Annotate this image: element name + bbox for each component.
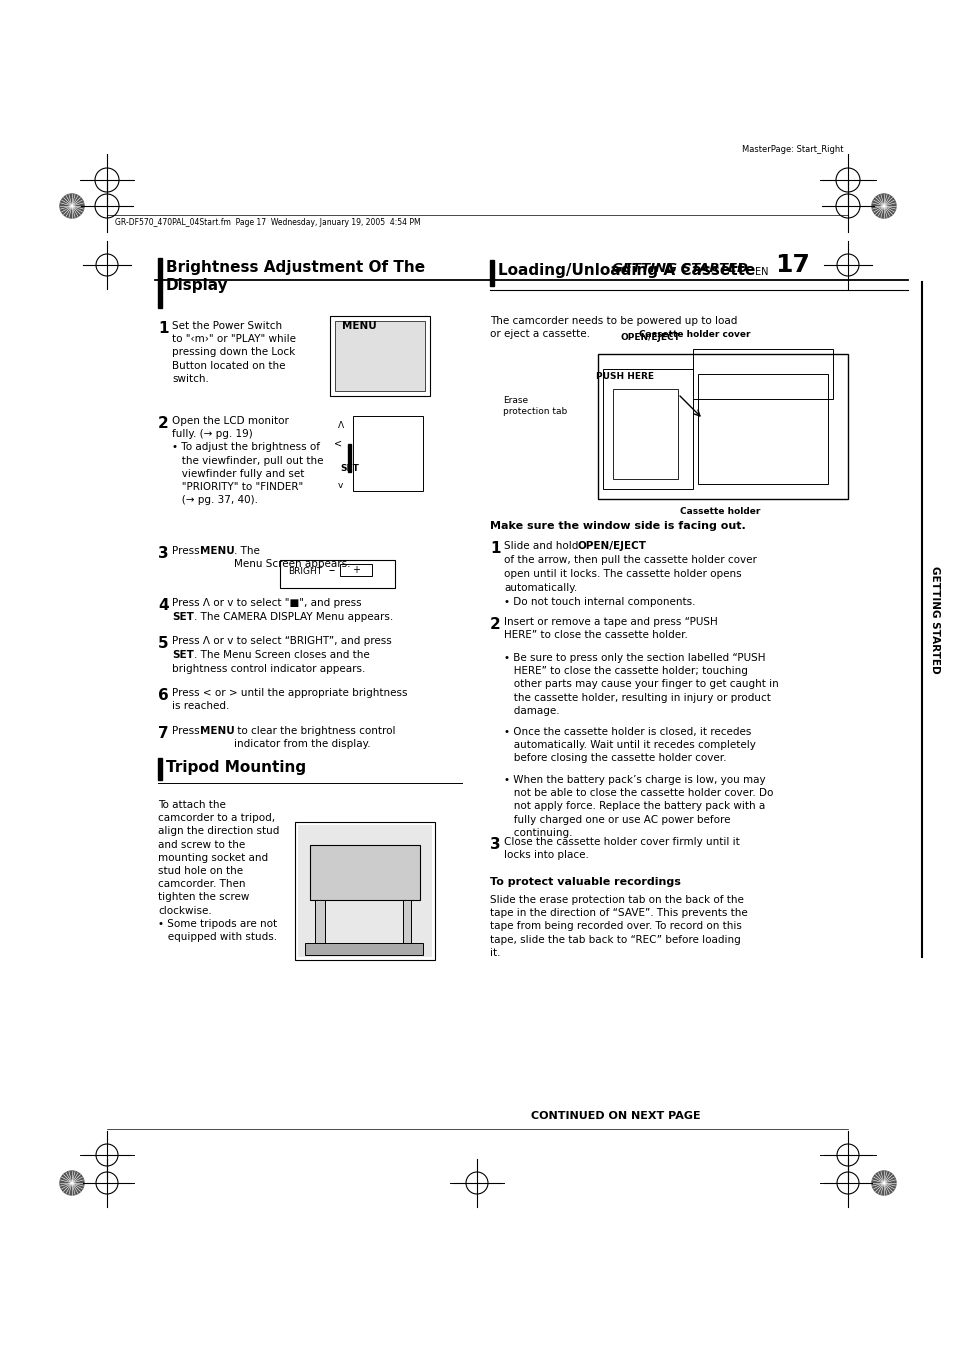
Bar: [294, 821, 435, 961]
Text: 2: 2: [490, 617, 500, 632]
Text: Slide and hold: Slide and hold: [503, 540, 581, 551]
Bar: [348, 444, 351, 471]
Text: • When the battery pack’s charge is low, you may
   not be able to close the cas: • When the battery pack’s charge is low,…: [503, 775, 773, 838]
Text: PUSH HERE: PUSH HERE: [596, 372, 654, 381]
Bar: [158, 258, 162, 308]
Bar: [335, 322, 424, 390]
Text: brightness control indicator appears.: brightness control indicator appears.: [172, 663, 365, 674]
Circle shape: [60, 1171, 84, 1196]
Text: Open the LCD monitor
fully. (→ pg. 19)
• To adjust the brightness of
   the view: Open the LCD monitor fully. (→ pg. 19) •…: [172, 416, 323, 505]
Text: • Do not touch internal components.: • Do not touch internal components.: [503, 597, 695, 607]
Text: MasterPage: Start_Right: MasterPage: Start_Right: [741, 145, 843, 154]
Text: 5: 5: [158, 636, 169, 651]
Text: Λ: Λ: [337, 422, 344, 430]
Text: SET: SET: [339, 463, 358, 473]
Text: The camcorder needs to be powered up to load
or eject a cassette.: The camcorder needs to be powered up to …: [490, 316, 737, 339]
Text: v: v: [337, 481, 343, 490]
Text: Erase
protection tab: Erase protection tab: [502, 396, 567, 416]
Text: Brightness Adjustment Of The
Display: Brightness Adjustment Of The Display: [166, 259, 425, 293]
Bar: [598, 354, 847, 499]
Bar: [490, 259, 494, 286]
Text: Close the cassette holder cover firmly until it
locks into place.: Close the cassette holder cover firmly u…: [503, 838, 739, 861]
Bar: [353, 416, 422, 490]
Text: BRIGHT: BRIGHT: [288, 566, 322, 576]
Bar: [310, 844, 419, 900]
Text: 3: 3: [158, 546, 169, 561]
Text: • Be sure to press only the section labelled “PUSH
   HERE” to close the cassett: • Be sure to press only the section labe…: [503, 653, 778, 716]
Text: 1: 1: [490, 540, 500, 557]
Text: MENU: MENU: [200, 725, 234, 736]
Text: OPEN/EJECT: OPEN/EJECT: [578, 540, 646, 551]
Text: 17: 17: [774, 253, 809, 277]
Bar: [297, 825, 432, 957]
Bar: [339, 563, 372, 576]
Text: Press: Press: [172, 546, 203, 557]
Text: of the arrow, then pull the cassette holder cover: of the arrow, then pull the cassette hol…: [503, 555, 756, 565]
Text: 6: 6: [158, 688, 169, 703]
Text: Loading/Unloading A Cassette: Loading/Unloading A Cassette: [497, 263, 755, 278]
Text: . The
Menu Screen appears.: . The Menu Screen appears.: [233, 546, 350, 569]
Text: <: <: [334, 438, 342, 449]
Text: Make sure the window side is facing out.: Make sure the window side is facing out.: [490, 521, 745, 531]
Text: to clear the brightness control
indicator from the display.: to clear the brightness control indicato…: [233, 725, 395, 750]
Text: Slide the erase protection tab on the back of the
tape in the direction of “SAVE: Slide the erase protection tab on the ba…: [490, 894, 747, 958]
Bar: [613, 389, 678, 480]
Text: CONTINUED ON NEXT PAGE: CONTINUED ON NEXT PAGE: [531, 1111, 700, 1121]
Text: Cassette holder: Cassette holder: [679, 507, 760, 516]
Bar: [330, 316, 430, 396]
Text: 3: 3: [490, 838, 500, 852]
Text: EN: EN: [754, 267, 768, 277]
Text: SET: SET: [172, 650, 193, 661]
Text: MENU: MENU: [341, 322, 376, 331]
Circle shape: [60, 195, 84, 218]
Bar: [280, 561, 395, 588]
Text: Press Λ or v to select “BRIGHT”, and press: Press Λ or v to select “BRIGHT”, and pre…: [172, 636, 392, 646]
Text: MENU: MENU: [200, 546, 234, 557]
Text: 7: 7: [158, 725, 169, 740]
Text: open until it locks. The cassette holder opens: open until it locks. The cassette holder…: [503, 569, 740, 580]
Text: To protect valuable recordings: To protect valuable recordings: [490, 877, 680, 888]
Text: automatically.: automatically.: [503, 584, 577, 593]
Text: Press: Press: [172, 725, 203, 736]
Text: 1: 1: [158, 322, 169, 336]
Circle shape: [871, 1171, 895, 1196]
Text: GETTING STARTED: GETTING STARTED: [612, 262, 747, 276]
Text: Insert or remove a tape and press “PUSH
HERE” to close the cassette holder.: Insert or remove a tape and press “PUSH …: [503, 617, 717, 640]
Text: . The Menu Screen closes and the: . The Menu Screen closes and the: [193, 650, 370, 661]
Text: Press < or > until the appropriate brightness
is reached.: Press < or > until the appropriate brigh…: [172, 688, 407, 711]
Bar: [602, 369, 692, 489]
Bar: [305, 943, 422, 955]
Text: OPEN/EJECT: OPEN/EJECT: [619, 332, 679, 342]
Text: 4: 4: [158, 598, 169, 613]
Text: Tripod Mounting: Tripod Mounting: [166, 761, 306, 775]
Text: 2: 2: [158, 416, 169, 431]
Text: . The CAMERA DISPLAY Menu appears.: . The CAMERA DISPLAY Menu appears.: [193, 612, 393, 621]
Text: SET: SET: [172, 612, 193, 621]
Bar: [698, 374, 827, 484]
Bar: [158, 758, 162, 780]
Text: Set the Power Switch
to "‹m›" or "PLAY" while
pressing down the Lock
Button loca: Set the Power Switch to "‹m›" or "PLAY" …: [172, 322, 295, 384]
Bar: [402, 900, 411, 944]
Text: Cassette holder cover: Cassette holder cover: [639, 330, 750, 339]
Text: +: +: [352, 565, 359, 576]
Circle shape: [871, 195, 895, 218]
Bar: [314, 900, 325, 944]
Text: • Once the cassette holder is closed, it recedes
   automatically. Wait until it: • Once the cassette holder is closed, it…: [503, 727, 755, 763]
Text: To attach the
camcorder to a tripod,
align the direction stud
and screw to the
m: To attach the camcorder to a tripod, ali…: [158, 800, 279, 942]
Text: Press Λ or v to select "■", and press: Press Λ or v to select "■", and press: [172, 598, 364, 608]
Text: GETTING STARTED: GETTING STARTED: [929, 566, 939, 673]
Text: GR-DF570_470PAL_04Start.fm  Page 17  Wednesday, January 19, 2005  4:54 PM: GR-DF570_470PAL_04Start.fm Page 17 Wedne…: [115, 218, 420, 227]
Text: –: –: [328, 565, 334, 577]
Bar: [692, 349, 832, 399]
